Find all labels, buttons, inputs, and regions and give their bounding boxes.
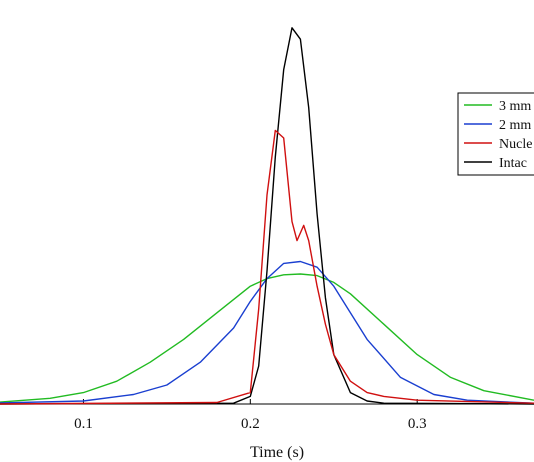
x-tick-label: 0.1 (74, 416, 93, 432)
legend-label: Nucle (499, 137, 532, 152)
x-axis-label: Time (s) (250, 444, 304, 461)
series-line-0 (0, 273, 534, 403)
series-line-3 (0, 27, 534, 405)
legend-label: 3 mm (499, 99, 531, 114)
x-tick-label: 0.3 (408, 416, 427, 432)
series-line-1 (0, 260, 534, 404)
legend: 3 mm 2 mm Nucle Intac (457, 92, 534, 176)
legend-box (457, 92, 534, 176)
legend-label: Intac (499, 156, 527, 171)
x-tick-label: 0.2 (241, 416, 260, 432)
plot-lines (0, 27, 534, 405)
legend-label: 2 mm (499, 118, 531, 133)
series-line-2 (0, 129, 534, 405)
